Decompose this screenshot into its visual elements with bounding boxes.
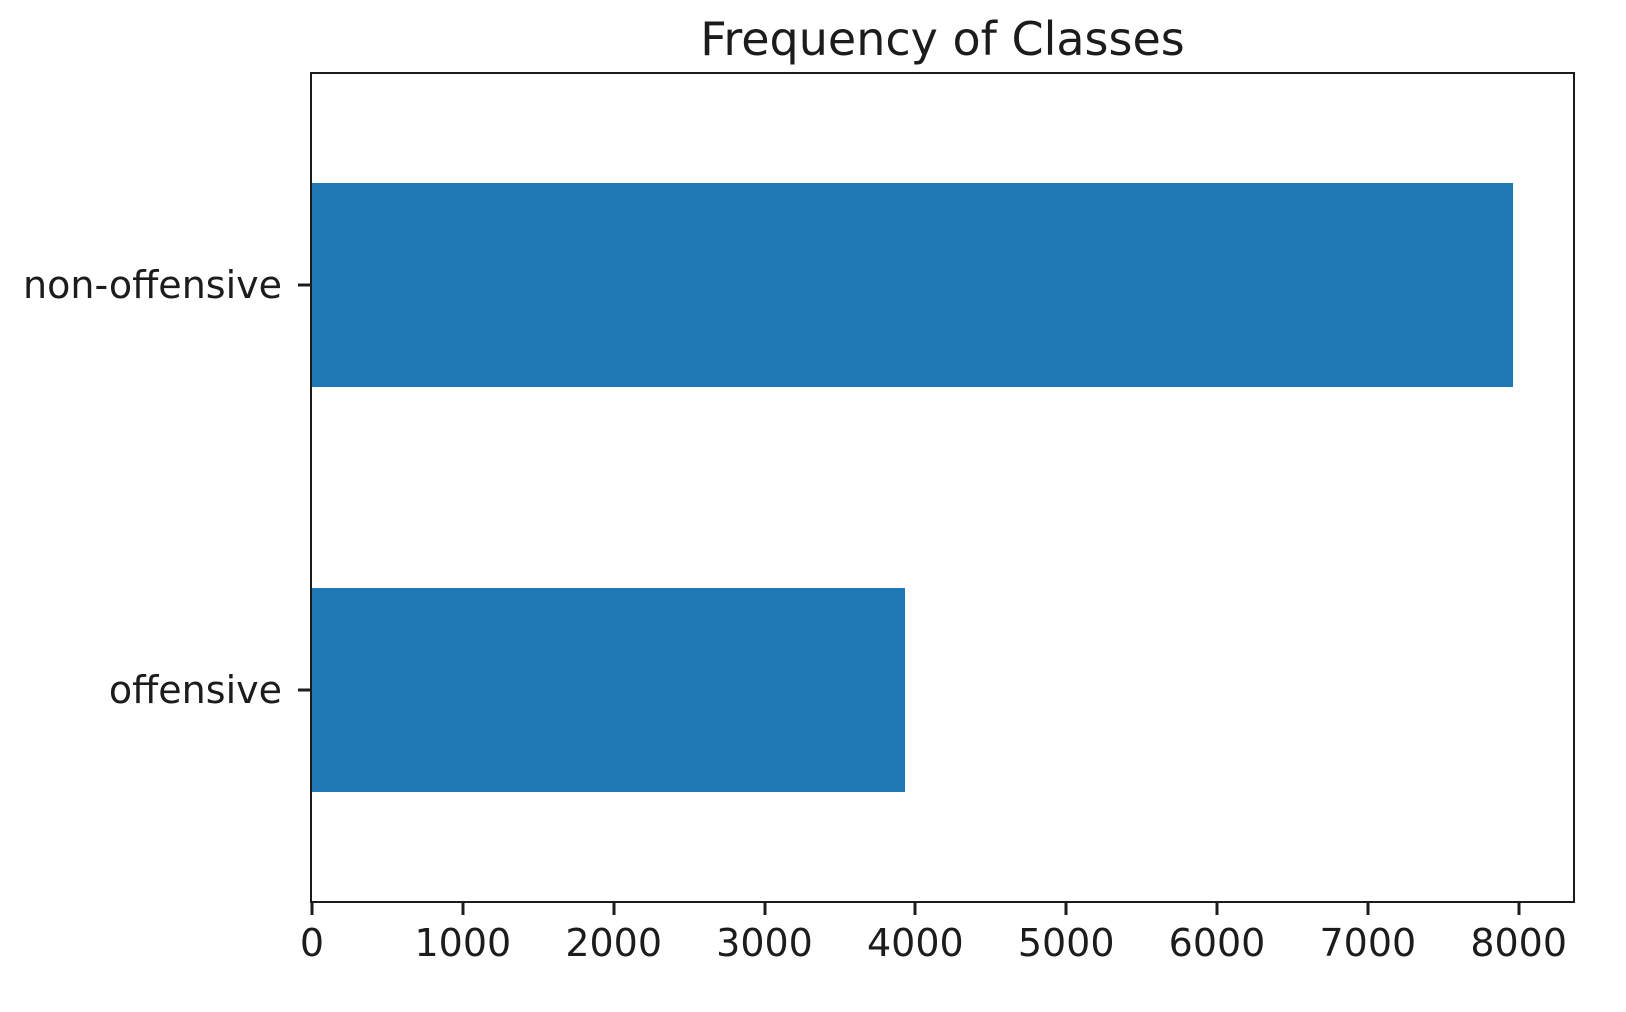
y-tick-label-offensive: offensive: [108, 668, 282, 713]
y-tick-mark: [298, 688, 310, 692]
x-tick-mark: [461, 903, 465, 915]
x-tick-label-0: 0: [299, 921, 325, 965]
x-tick-mark: [763, 903, 766, 915]
y-tick-mark: [298, 283, 310, 287]
x-tick-label-8000: 8000: [1470, 921, 1568, 965]
x-tick-mark: [913, 903, 917, 915]
bar-offensive: [312, 588, 905, 792]
chart-title: Frequency of Classes: [700, 12, 1185, 66]
x-tick-mark: [1215, 903, 1219, 915]
x-tick-label-4000: 4000: [866, 921, 964, 965]
x-tick-mark: [1064, 903, 1068, 915]
x-tick-label-5000: 5000: [1017, 921, 1115, 965]
x-tick-label-1000: 1000: [414, 921, 512, 965]
x-tick-label-6000: 6000: [1168, 921, 1266, 965]
x-tick-mark: [1517, 903, 1521, 915]
y-tick-label-non-offensive: non-offensive: [23, 262, 282, 307]
x-tick-label-3000: 3000: [716, 921, 813, 965]
x-tick-label-7000: 7000: [1319, 921, 1417, 965]
x-tick-mark: [310, 903, 314, 915]
plot-area: 0 1000 2000 3000 4000 5000 6000 7000 8000 non-of…: [23, 72, 1575, 965]
x-tick-mark: [612, 903, 616, 915]
bar-non-offensive: [312, 183, 1513, 387]
x-tick-label-2000: 2000: [565, 921, 663, 965]
x-tick-mark: [1366, 903, 1370, 915]
